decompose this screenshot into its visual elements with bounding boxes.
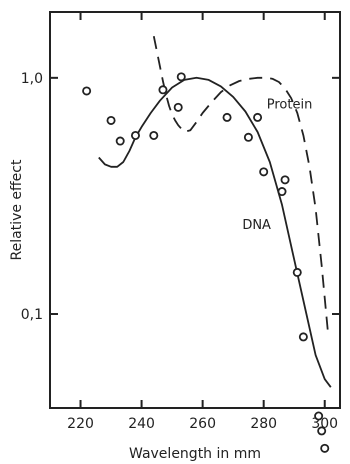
data-point-16 <box>314 411 324 421</box>
x-tick-label-240: 240 <box>128 416 155 432</box>
x-tick-label-280: 280 <box>250 416 277 432</box>
protein-curve-label: Protein <box>267 97 313 112</box>
chart-text: Wavelength in mm Relative effect Protein… <box>9 97 312 462</box>
plot-frame <box>49 11 341 409</box>
y-tick-label-1: 0,1 <box>21 307 43 323</box>
data-point-17 <box>317 426 327 436</box>
data-point-14 <box>292 267 302 277</box>
data-point-0 <box>82 86 92 96</box>
data-point-10 <box>253 112 263 122</box>
series-lines <box>98 36 332 388</box>
data-point-11 <box>259 167 269 177</box>
dna-curve <box>98 76 332 388</box>
data-point-1 <box>106 115 116 125</box>
data-point-5 <box>158 85 168 95</box>
data-point-4 <box>149 130 159 140</box>
data-point-9 <box>243 132 253 142</box>
data-point-12 <box>277 187 287 197</box>
data-point-6 <box>173 102 183 112</box>
x-tick-label-260: 260 <box>189 416 216 432</box>
x-axis-label: Wavelength in mm <box>129 446 261 462</box>
data-points <box>82 72 330 453</box>
data-point-7 <box>176 72 186 82</box>
data-point-13 <box>280 175 290 185</box>
dna-curve-label: DNA <box>242 218 271 233</box>
protein-curve <box>152 36 329 331</box>
data-point-15 <box>298 332 308 342</box>
data-point-3 <box>130 130 140 140</box>
data-point-2 <box>115 136 125 146</box>
data-point-8 <box>222 112 232 122</box>
y-tick-label-0: 1,0 <box>21 71 43 87</box>
data-point-18 <box>320 443 330 453</box>
plot-border <box>49 11 341 409</box>
x-tick-label-220: 220 <box>67 416 94 432</box>
y-axis-label: Relative effect <box>9 159 25 260</box>
